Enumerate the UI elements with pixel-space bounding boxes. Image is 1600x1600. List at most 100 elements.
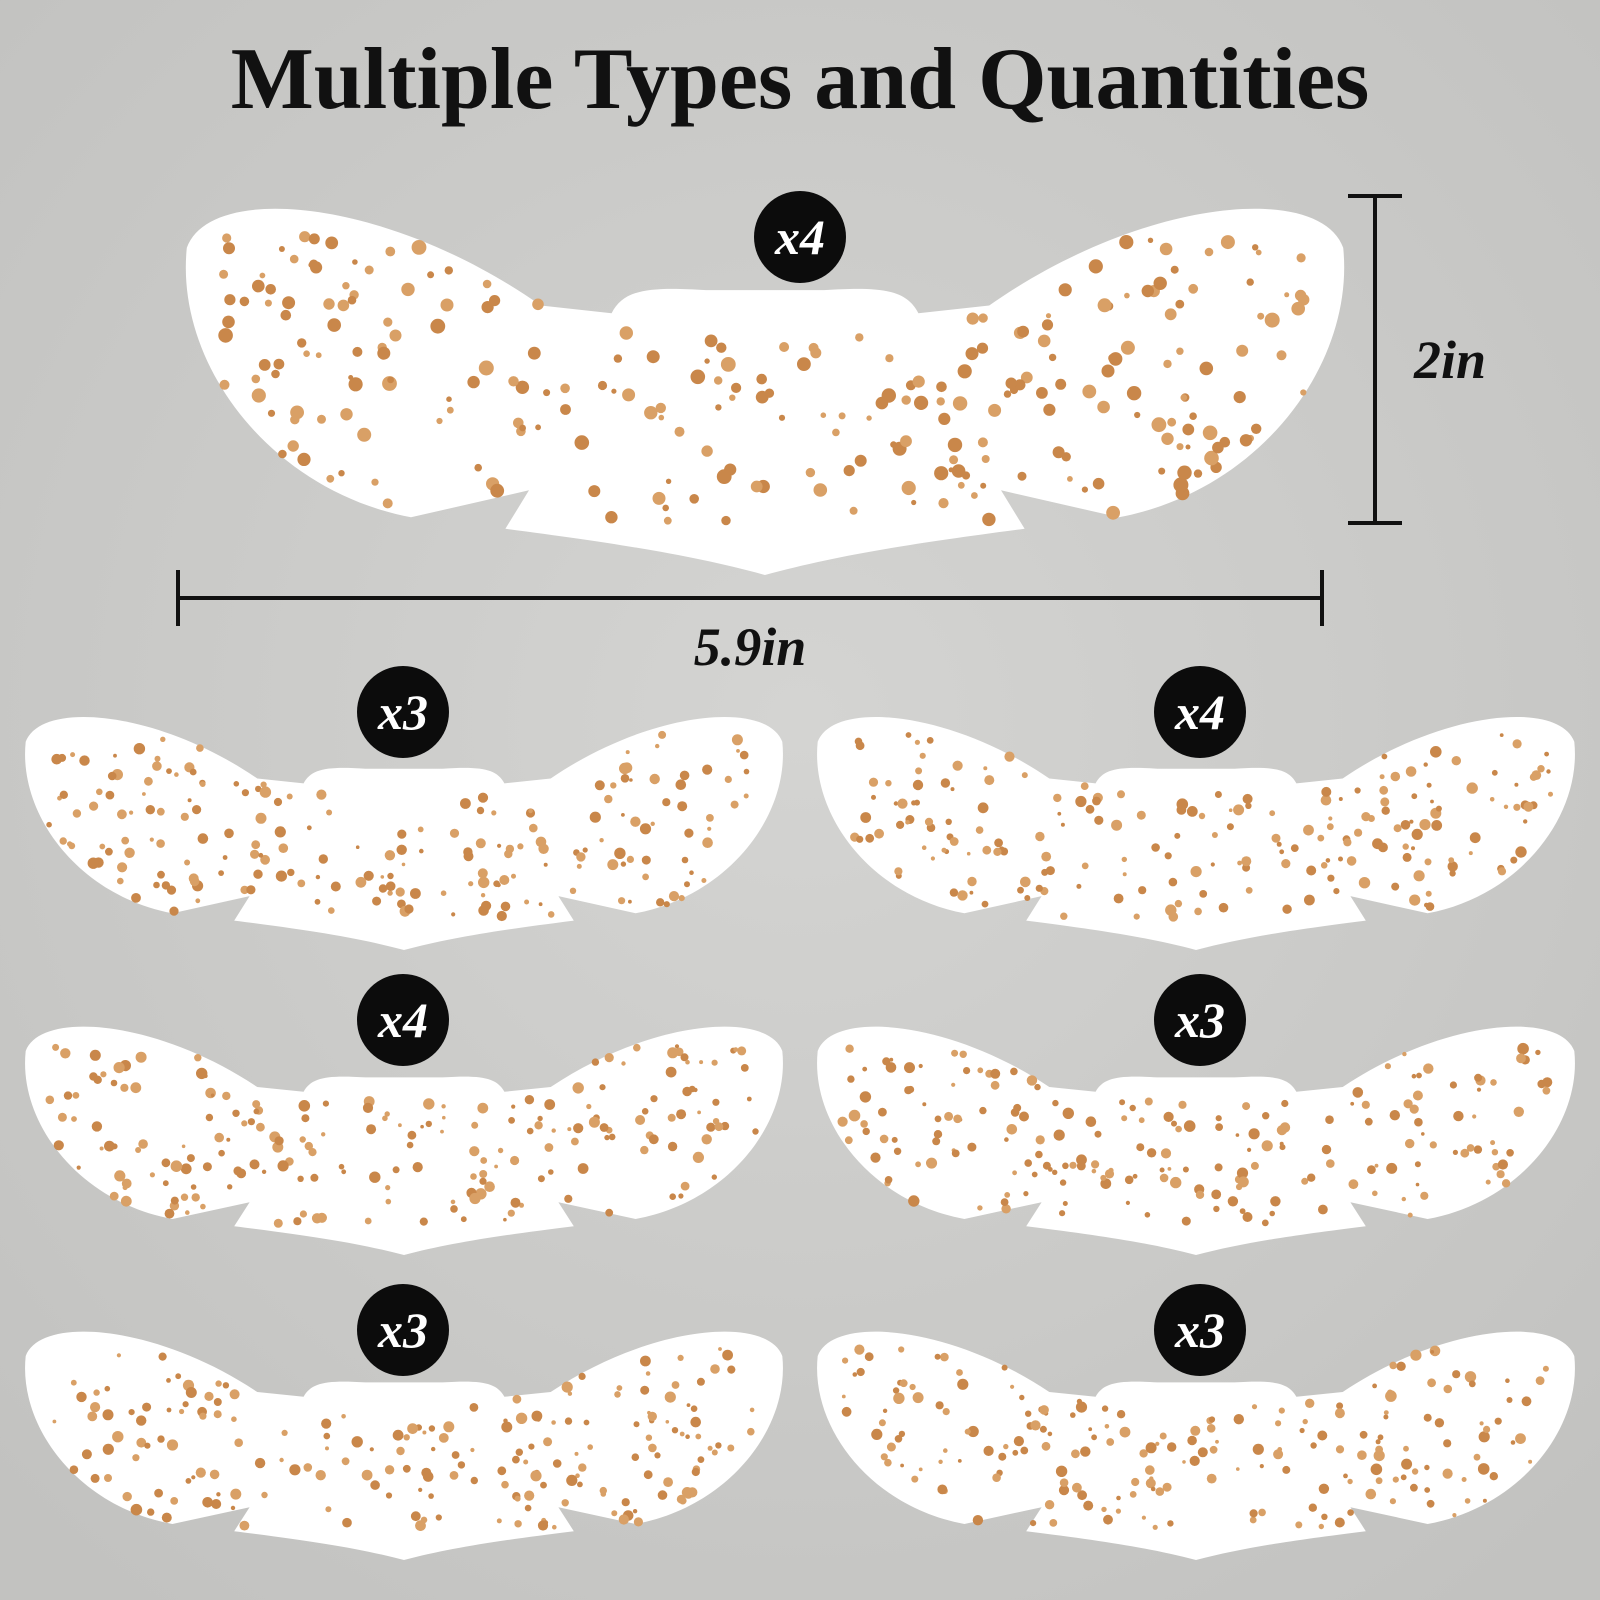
gold-dot	[1069, 1161, 1077, 1169]
gold-dot	[478, 360, 494, 376]
gold-dot	[161, 881, 171, 890]
gold-dot	[1199, 361, 1214, 376]
gold-dot	[246, 885, 256, 895]
gold-dot	[1485, 1179, 1491, 1185]
gold-dot	[326, 474, 335, 483]
gold-dot	[1497, 867, 1507, 876]
gold-dot	[1338, 797, 1343, 801]
gold-dot	[988, 403, 1002, 417]
gold-dot	[560, 404, 571, 415]
gold-dot	[89, 1072, 98, 1081]
gold-dot	[532, 298, 544, 311]
gold-dot	[936, 381, 947, 393]
gold-dot	[1100, 1178, 1112, 1189]
gold-dot	[383, 317, 393, 327]
gold-dot	[392, 1166, 400, 1174]
gold-dot	[951, 464, 966, 478]
gold-dot	[1407, 1212, 1413, 1218]
gold-dot	[900, 435, 912, 448]
gold-dot	[469, 1192, 481, 1205]
gold-dot	[218, 328, 233, 343]
gold-dot	[68, 842, 76, 850]
gold-dot	[1092, 477, 1105, 490]
gold-dot	[957, 890, 968, 901]
gold-dot	[1372, 838, 1383, 850]
gold-dot	[1178, 1100, 1187, 1109]
gold-dot	[1474, 1073, 1483, 1082]
sticker: x3	[25, 1284, 783, 1560]
gold-dot	[511, 1104, 516, 1109]
gold-dot	[1424, 902, 1429, 908]
gold-dot	[99, 1146, 104, 1151]
gold-dot	[1094, 815, 1104, 825]
gold-dot	[1338, 856, 1343, 862]
gold-dot	[1523, 801, 1534, 812]
gold-dot	[605, 1208, 614, 1217]
gold-dot	[259, 272, 266, 279]
gold-dot	[1237, 860, 1242, 866]
gold-dot	[949, 888, 959, 897]
gold-dot	[667, 1141, 678, 1152]
gold-dot	[321, 1418, 332, 1429]
gold-dot	[905, 732, 912, 738]
gold-dot	[983, 1445, 994, 1456]
gold-dot	[1473, 1145, 1483, 1154]
gold-dot	[1031, 1171, 1038, 1178]
gold-dot	[1020, 1446, 1029, 1455]
gold-dot	[1023, 1191, 1029, 1197]
gold-dot	[114, 1170, 126, 1182]
gold-dot	[856, 835, 864, 843]
gold-dot	[72, 809, 82, 818]
gold-dot	[321, 1132, 326, 1137]
gold-dot	[1176, 347, 1184, 355]
gold-dot	[893, 801, 899, 806]
gold-dot	[1004, 751, 1015, 762]
gold-dot	[552, 1524, 557, 1530]
gold-dot	[341, 1414, 346, 1419]
gold-dot	[1006, 1124, 1018, 1135]
gold-dot	[1182, 423, 1195, 436]
gold-dot	[1326, 1159, 1335, 1168]
gold-dot	[891, 1136, 898, 1143]
gold-dot	[706, 814, 714, 822]
gold-dot	[582, 847, 588, 853]
gold-dot	[1381, 806, 1390, 815]
gold-dot	[854, 1344, 865, 1355]
gold-dot	[280, 309, 292, 321]
gold-dot	[1318, 1483, 1330, 1495]
gold-dot	[1141, 284, 1155, 298]
gold-dot	[120, 1083, 129, 1092]
gold-dot	[1146, 1148, 1157, 1158]
gold-dot	[79, 755, 90, 766]
gold-dot	[517, 843, 524, 850]
gold-dot	[1030, 1520, 1037, 1527]
gold-dot	[1490, 1079, 1497, 1086]
gold-dot	[1411, 793, 1418, 800]
gold-dot	[1176, 805, 1187, 815]
gold-dot	[697, 1456, 705, 1463]
gold-dot	[1237, 1176, 1249, 1188]
gold-dot	[1133, 913, 1140, 920]
gold-dot	[438, 1433, 449, 1443]
gold-dot	[886, 1442, 896, 1452]
gold-dot	[463, 847, 473, 857]
gold-dot	[544, 1099, 556, 1110]
gold-dot	[142, 1402, 152, 1412]
gold-dot	[496, 1518, 502, 1524]
gold-dot	[256, 1122, 265, 1132]
gold-dot	[885, 354, 894, 363]
gold-dot	[1190, 1425, 1201, 1436]
gold-dot	[894, 1435, 903, 1443]
gold-dot	[587, 1444, 593, 1450]
gold-dot	[671, 1381, 680, 1389]
gold-dot	[59, 790, 68, 799]
gold-dot	[1321, 1513, 1328, 1521]
gold-dot	[1375, 1439, 1381, 1445]
gold-dot	[406, 1141, 414, 1149]
gold-dot	[1108, 353, 1117, 363]
gold-dot	[599, 838, 604, 843]
gold-dot	[496, 910, 507, 922]
gold-dot	[1415, 1182, 1420, 1187]
gold-dot	[1145, 1465, 1155, 1475]
